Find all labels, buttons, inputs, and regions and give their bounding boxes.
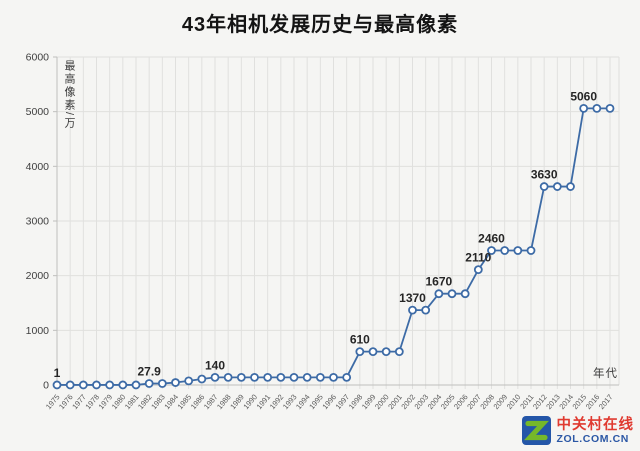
data-point	[118, 380, 128, 390]
data-point	[408, 305, 417, 315]
data-point	[302, 372, 312, 382]
data-point	[579, 103, 589, 113]
data-label: 27.9	[137, 364, 161, 378]
data-point	[421, 305, 431, 315]
data-point	[342, 372, 352, 382]
zol-logo-icon	[521, 416, 551, 445]
data-point	[487, 246, 496, 255]
data-label: 5060	[570, 89, 597, 103]
data-labels: 1 27.9 140 610 1370 1670 2110 2460 3630 5060	[54, 89, 598, 380]
y-tick-label: 3000	[26, 216, 50, 228]
chart-title: 43年相机发展历史与最高像素	[181, 14, 459, 36]
data-point	[513, 246, 523, 255]
data-point	[65, 380, 75, 390]
data-point	[184, 376, 194, 386]
data-point	[460, 289, 470, 299]
data-label: 140	[205, 358, 225, 372]
data-point	[105, 380, 115, 390]
data-label: 3630	[531, 168, 558, 182]
data-point	[394, 347, 404, 357]
y-gridlines	[53, 56, 619, 386]
data-point	[605, 103, 615, 113]
data-point	[566, 182, 575, 191]
y-tick-label: 4000	[26, 161, 50, 173]
data-point	[52, 380, 62, 390]
data-label: 1370	[399, 291, 426, 305]
data-point	[263, 372, 273, 382]
data-point	[539, 182, 549, 191]
data-point	[144, 379, 154, 388]
data-point	[329, 372, 338, 382]
data-point	[236, 372, 246, 382]
data-label: 2110	[465, 251, 491, 265]
logo-site-url: ZOL.COM.CN	[556, 432, 629, 445]
x-axis-title: 年代	[593, 368, 618, 380]
x-tick-label: 2017	[597, 393, 615, 412]
data-point	[500, 246, 510, 255]
data-point	[473, 265, 483, 275]
y-tick-label: 6000	[26, 52, 50, 64]
data-point	[78, 380, 88, 390]
data-point	[434, 289, 444, 299]
y-tick-label: 5000	[26, 106, 50, 118]
data-point	[368, 347, 378, 357]
data-point	[157, 379, 167, 388]
data-label: 610	[350, 333, 370, 347]
data-point	[552, 182, 562, 191]
data-point	[131, 380, 141, 390]
data-point	[592, 103, 602, 113]
x-tick-labels: 1975197619771978197919801981198219831984…	[44, 393, 615, 412]
data-point	[315, 372, 325, 382]
y-tick-label: 0	[43, 380, 49, 392]
data-label: 2460	[478, 232, 505, 246]
x-gridlines	[56, 57, 620, 389]
y-axis-title: 最高像素/万	[63, 60, 75, 131]
data-point	[355, 347, 365, 357]
data-point	[210, 372, 220, 382]
data-point	[381, 347, 391, 357]
data-point	[289, 372, 299, 382]
data-point	[447, 289, 457, 299]
data-point	[250, 372, 259, 382]
data-point	[92, 380, 101, 390]
y-tick-label: 1000	[26, 325, 50, 337]
data-label: 1670	[425, 275, 452, 289]
data-point	[197, 374, 207, 384]
data-points	[52, 103, 615, 390]
y-tick-labels: 0 1000 2000 3000 4000 5000 6000	[26, 52, 50, 392]
logo-site-name: 中关村在线	[556, 417, 634, 434]
zol-logo: 中关村在线 ZOL.COM.CN	[521, 416, 635, 447]
data-point	[526, 246, 536, 255]
data-label: 1	[54, 366, 61, 380]
y-tick-label: 2000	[26, 270, 50, 282]
data-point	[171, 378, 180, 387]
data-point	[276, 372, 286, 382]
z-glyph	[523, 420, 549, 441]
data-point	[223, 372, 233, 382]
